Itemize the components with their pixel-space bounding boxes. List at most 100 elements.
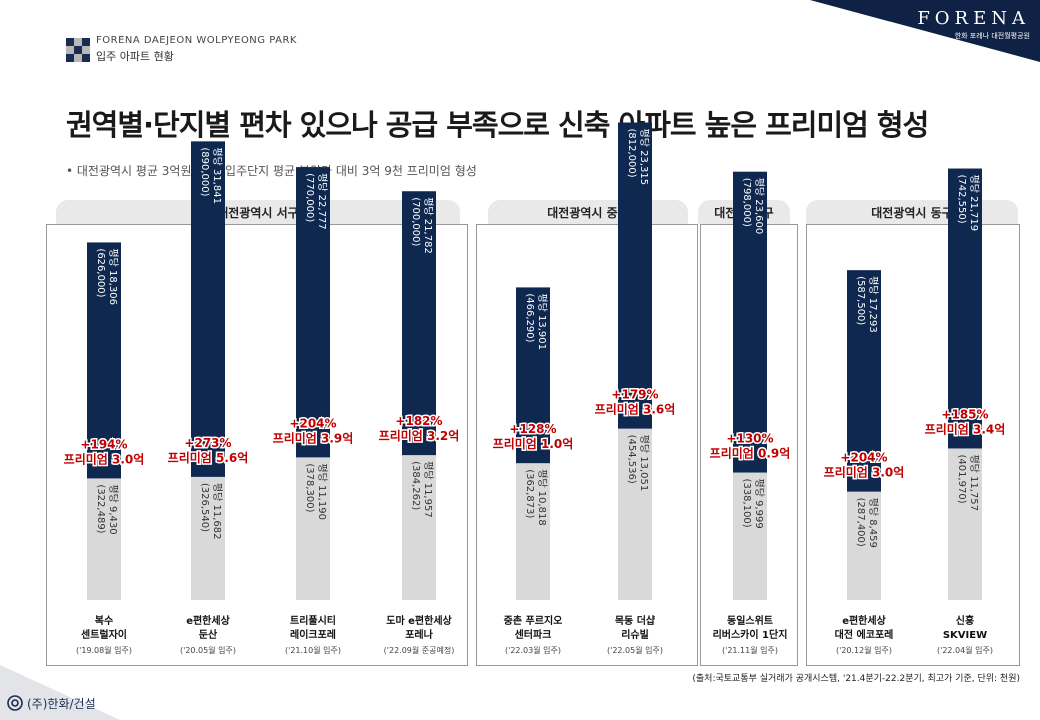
move-in-date: ('21.10월 입주) [285,645,341,655]
move-in-date: ('19.08월 입주) [76,645,132,655]
premium-amount-label: 프리미엄 3.2억 [379,428,460,443]
premium-percent-label: +273% [184,436,231,450]
hanwha-footer: (주)한화/건설 [6,694,96,712]
presale-bar-label: 평당 13,051(454,536) [626,435,650,492]
market-bar [733,171,767,473]
complex-name-line1: 신흥 [956,614,974,627]
market-bar [847,270,881,492]
market-bar [948,168,982,449]
presale-bar-label: 평당 11,190(378,300) [304,463,328,520]
presale-bar [948,448,982,600]
market-bar [402,191,436,456]
move-in-date: ('22.03월 입주) [505,645,561,655]
complex-name-line2: 레이크포레 [290,628,336,641]
region-header-donggu: 대전광역시 동구 [806,200,1018,224]
presale-bar-label: 평당 9,999(338,100) [741,479,765,529]
complex-name-line1: 동일스위트 [727,614,773,627]
presale-bar [618,428,652,600]
premium-percent-label: +185% [941,407,988,421]
premium-percent-label: +204% [289,416,336,430]
move-in-date: ('22.04월 입주) [937,645,993,655]
complex-name-line2: 포레나 [405,628,433,641]
brand-header: FORENA DAEJEON WOLPYEONG PARK 입주 아파트 현황 [66,35,297,64]
premium-amount-label: 프리미엄 3.0억 [824,465,905,480]
complex-name-line2: 센트럴자이 [81,628,127,641]
premium-percent-label: +179% [611,388,658,402]
presale-bar-label: 평당 8,459(287,400) [855,498,879,548]
market-bar-label: 평당 23,600(798,000) [741,178,765,235]
complex-name-line1: 중촌 푸르지오 [504,614,563,627]
market-bar [296,167,330,458]
presale-bar-label: 평당 11,682(326,540) [199,483,223,540]
complex-name-line1: e편한세상 [842,614,886,627]
corner-decoration-bottom [0,665,120,720]
premium-percent-label: +194% [80,437,127,451]
presale-bar [296,457,330,600]
premium-percent-label: +128% [509,422,556,436]
presale-bar-label: 평당 10,818(362,873) [524,469,548,526]
premium-percent-label: +182% [395,414,442,428]
presale-bar-label: 평당 11,957(384,262) [410,461,434,518]
brand-section: 입주 아파트 현황 [96,50,174,63]
market-bar-label: 평당 17,293(587,500) [855,276,879,333]
premium-amount-label: 프리미엄 3.0억 [64,451,145,466]
market-bar-label: 평당 21,719(742,550) [956,175,980,232]
corner-decoration [810,0,1040,62]
presale-bar [402,455,436,600]
forena-logo-subtitle: 한화 포레나 대전월평공원 [954,32,1030,40]
complex-name-line2: 둔산 [199,628,218,641]
market-bar-label: 평당 18,306(626,000) [95,248,119,305]
brand-checker-icon [66,37,90,62]
move-in-date: ('22.09월 준공예정) [384,645,455,655]
presale-bar [847,491,881,600]
premium-amount-label: 프리미엄 3.4억 [925,421,1006,436]
complex-name-line1: 목동 더샵 [615,614,656,627]
market-bar-label: 평당 23,315(812,000) [626,129,650,186]
forena-logo: FORENA 한화 포레나 대전월평공원 [917,8,1030,41]
market-bar-label: 평당 22,777(770,000) [304,173,328,230]
premium-amount-label: 프리미엄 3.9억 [273,430,354,445]
hanwha-logo-icon [7,695,23,711]
complex-name-line2: 센터파크 [515,628,552,641]
market-bar-label: 평당 13,901(466,290) [524,293,548,350]
region-header-junggu: 대전광역시 중구 [488,200,688,224]
market-bar [87,242,121,479]
forena-logo-word: FORENA [917,8,1030,29]
complex-name-line2: SKVIEW [943,630,987,641]
move-in-date: ('20.05월 입주) [180,645,236,655]
market-bar-label: 평당 21,782(700,000) [410,197,434,254]
presale-bar [516,463,550,600]
presale-bar [733,472,767,600]
premium-amount-label: 프리미엄 1.0억 [493,436,574,451]
presale-bar-label: 평당 9,430(322,489) [95,484,119,534]
premium-percent-label: +204% [840,451,887,465]
page-subtitle: • 대전광역시 평균 3억원, 서구 입주단지 평균 분양가 대비 3억 9천 … [66,164,477,178]
complex-name-line2: 리버스카이 1단지 [713,628,788,641]
premium-amount-label: 프리미엄 0.9억 [710,446,791,461]
region-box-junggu [476,224,698,666]
complex-name-line1: 트리풀시티 [290,614,336,627]
page-title: 권역별·단지별 편차 있으나 공급 부족으로 신축 아파트 높은 프리미엄 형성 [66,108,929,142]
complex-name-line2: 대전 에코포레 [835,628,894,641]
presale-bar [191,476,225,600]
market-bar [191,141,225,477]
company-name: (주)한화/건설 [27,696,96,711]
region-box-donggu [806,224,1020,666]
move-in-date: ('22.05월 입주) [607,645,663,655]
premium-amount-label: 프리미엄 5.6억 [168,450,249,465]
brand-name: FORENA DAEJEON WOLPYEONG PARK [96,35,297,46]
market-bar [618,122,652,429]
source-note: (출처:국토교통부 실거래가 공개시스템, '21.4분기-22.2분기, 최고… [692,674,1020,684]
move-in-date: ('20.12월 입주) [836,645,892,655]
market-bar [516,287,550,464]
presale-bar-label: 평당 11,757(401,970) [956,454,980,511]
premium-amount-label: 프리미엄 3.6억 [595,402,676,417]
complex-name-line1: e편한세상 [186,614,230,627]
move-in-date: ('21.11월 입주) [722,645,778,655]
complex-name-line1: 도마 e편한세상 [386,614,452,627]
complex-name-line1: 복수 [95,615,113,627]
premium-percent-label: +130% [726,432,773,446]
market-bar-label: 평당 31,841(890,000) [199,147,223,204]
region-header-seogu: 대전광역시 서구 [56,200,460,224]
